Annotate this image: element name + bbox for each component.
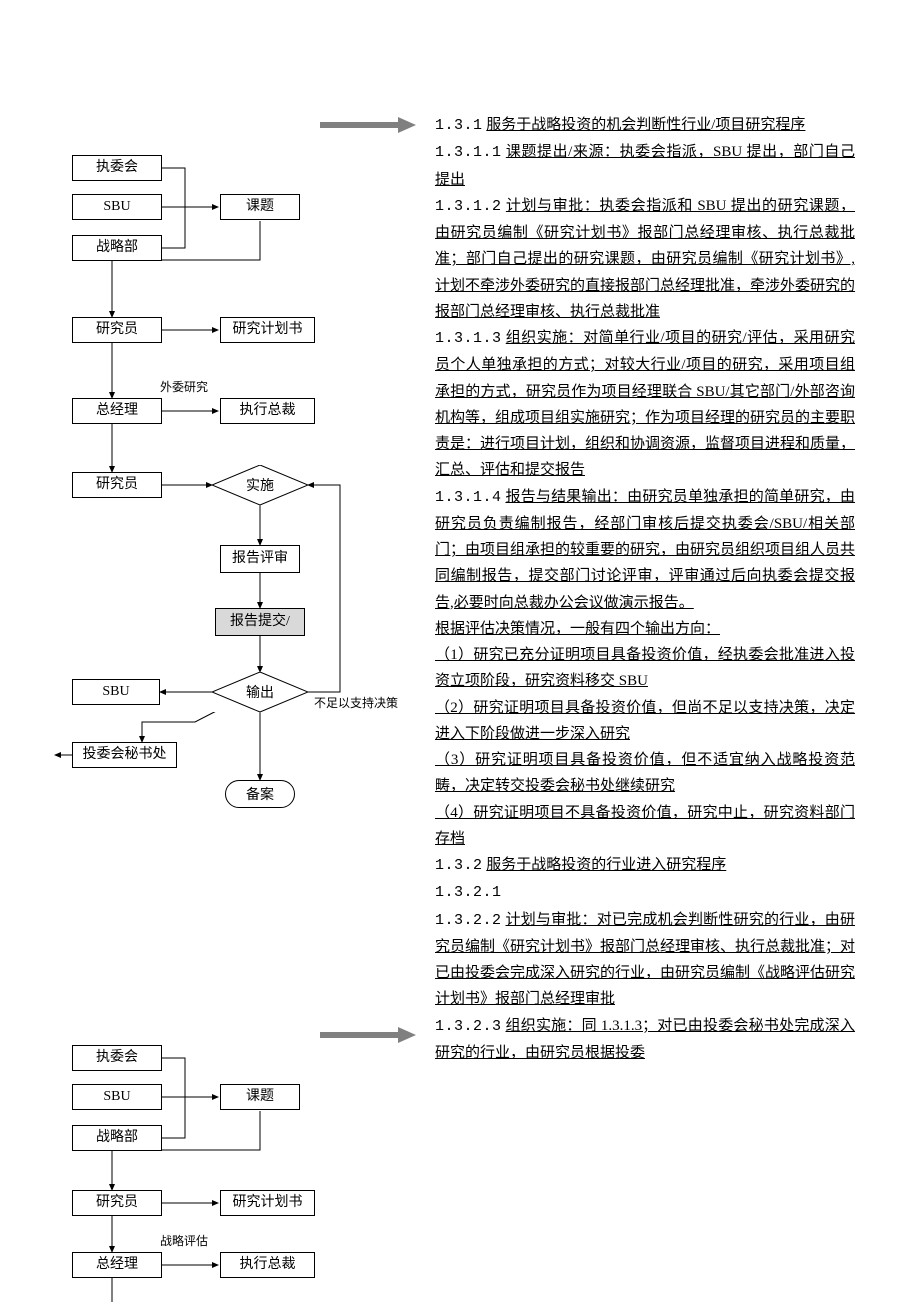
- node-label: 战略部: [96, 1130, 138, 1147]
- section-number: 1.3.2.3: [435, 1018, 502, 1035]
- node-label: 总经理: [96, 403, 138, 420]
- label-waiwei: 外委研究: [160, 378, 208, 395]
- node-shishi-diamond: 实施: [212, 465, 308, 505]
- node-label: 执委会: [96, 1050, 138, 1067]
- output-item: （4）研究证明项目不具备投资价值，研究中止，研究资料部门存档: [435, 800, 855, 853]
- section-arrow-icon: [320, 1028, 420, 1042]
- node2-jihuashu: 研究计划书: [220, 1190, 315, 1216]
- node-label: SBU: [102, 684, 129, 701]
- node-touweihui: 投委会秘书处: [72, 742, 177, 768]
- node-zhixingzongcai: 执行总裁: [220, 398, 315, 424]
- node-label: 总经理: [96, 1257, 138, 1274]
- label-buzu: 不足以支持决策: [314, 694, 398, 711]
- node-label: 研究员: [96, 477, 138, 494]
- para: 1.3.1.2 计划与审批：执委会指派和 SBU 提出的研究课题，由研究员编制《…: [435, 193, 855, 325]
- node-label: SBU: [103, 1089, 130, 1106]
- para: 1.3.1.3 组织实施：对简单行业/项目的研究/评估，采用研究员个人单独承担的…: [435, 325, 855, 484]
- node-baogaopingshen: 报告评审: [220, 545, 300, 573]
- section-number: 1.3.1.2: [435, 198, 502, 215]
- node-label: 执行总裁: [240, 403, 296, 420]
- node-keti: 课题: [220, 194, 300, 220]
- node-label: SBU: [103, 199, 130, 216]
- section-number: 1.3.1.3: [435, 330, 502, 347]
- node-label: 战略部: [96, 240, 138, 257]
- section-number: 1.3.1: [435, 117, 483, 134]
- node-zongjingli: 总经理: [72, 398, 162, 424]
- node2-zhiweihui: 执委会: [72, 1045, 162, 1071]
- node2-zhixingzongcai: 执行总裁: [220, 1252, 315, 1278]
- node-yanjiuyuan-1: 研究员: [72, 317, 162, 343]
- node-sbu: SBU: [72, 194, 162, 220]
- node-label: 课题: [246, 199, 274, 216]
- node-label: 输出: [212, 682, 308, 702]
- section-number: 1.3.2.2: [435, 912, 502, 929]
- node-label: 研究员: [96, 322, 138, 339]
- node-jihuashu: 研究计划书: [220, 317, 315, 343]
- node-label: 执行总裁: [240, 1257, 296, 1274]
- node-label: 研究员: [96, 1195, 138, 1212]
- node-zhiweihui: 执委会: [72, 155, 162, 181]
- node-label: 投委会秘书处: [83, 747, 167, 764]
- text-column-1: 1.3.1 服务于战略投资的机会判断性行业/项目研究程序 1.3.1.1 课题提…: [435, 112, 855, 1066]
- section-title: 服务于战略投资的机会判断性行业/项目研究程序: [486, 117, 805, 133]
- node-zhanluebu: 战略部: [72, 235, 162, 261]
- node-label: 研究计划书: [233, 322, 303, 339]
- node2-yanjiuyuan-1: 研究员: [72, 1190, 162, 1216]
- section-number: 1.3.2: [435, 857, 483, 874]
- section-number: 1.3.2.1: [435, 884, 502, 901]
- node-baogaotijiao: 报告提交/: [215, 608, 305, 636]
- node-label: 报告提交/: [230, 614, 290, 631]
- output-item: （2）研究证明项目具备投资价值，但尚不足以支持决策，决定进入下阶段做进一步深入研…: [435, 695, 855, 748]
- output-item: （3）研究证明项目具备投资价值，但不适宜纳入战略投资范畴，决定转交投委会秘书处继…: [435, 747, 855, 800]
- node-label: 备案: [246, 784, 274, 804]
- label-zhanlue: 战略评估: [160, 1232, 208, 1249]
- para: 1.3.2.2 计划与审批：对已完成机会判断性研究的行业，由研究员编制《研究计划…: [435, 907, 855, 1013]
- node2-zongjingli: 总经理: [72, 1252, 162, 1278]
- section-arrow-icon: [320, 118, 420, 132]
- node2-sbu: SBU: [72, 1084, 162, 1110]
- para: 1.3.2.3 组织实施：同 1.3.1.3；对已由投委会秘书处完成深入研究的行…: [435, 1013, 855, 1067]
- section-title: 服务于战略投资的行业进入研究程序: [486, 857, 726, 873]
- node-label: 报告评审: [232, 551, 288, 568]
- node-label: 实施: [212, 475, 308, 495]
- node-label: 研究计划书: [233, 1195, 303, 1212]
- node-shuchu-diamond: 输出: [212, 672, 308, 712]
- node2-keti: 课题: [220, 1084, 300, 1110]
- para: 1.3.2.1: [435, 879, 855, 906]
- node2-zhanluebu: 战略部: [72, 1125, 162, 1151]
- para: 1.3.2 服务于战略投资的行业进入研究程序: [435, 852, 855, 879]
- node-yanjiuyuan-2: 研究员: [72, 472, 162, 498]
- para: 1.3.1.1 课题提出/来源：执委会指派，SBU 提出，部门自己提出: [435, 139, 855, 193]
- para: 1.3.1 服务于战略投资的机会判断性行业/项目研究程序: [435, 112, 855, 139]
- para: 根据评估决策情况，一般有四个输出方向：: [435, 616, 855, 642]
- section-text: 计划与审批：执委会指派和 SBU 提出的研究课题，由研究员编制《研究计划书》报部…: [435, 198, 855, 320]
- node-label: 执委会: [96, 160, 138, 177]
- output-item: （1）研究已充分证明项目具备投资价值，经执委会批准进入投资立项阶段，研究资料移交…: [435, 642, 855, 695]
- section-text: 组织实施：对简单行业/项目的研究/评估，采用研究员个人单独承担的方式；对较大行业…: [435, 330, 855, 478]
- node-label: 课题: [246, 1089, 274, 1106]
- section-number: 1.3.1.1: [435, 144, 502, 161]
- section-number: 1.3.1.4: [435, 489, 502, 506]
- node-beian: 备案: [225, 780, 295, 808]
- section-text: 报告与结果输出：由研究员单独承担的简单研究，由研究员负责编制报告，经部门审核后提…: [435, 489, 855, 611]
- document-page: 执委会 SBU 战略部 课题 研究员 研究计划书 外委研究 总经理 执行总裁 研…: [0, 0, 920, 1302]
- para: 1.3.1.4 报告与结果输出：由研究员单独承担的简单研究，由研究员负责编制报告…: [435, 484, 855, 616]
- node-sbu-2: SBU: [72, 679, 160, 705]
